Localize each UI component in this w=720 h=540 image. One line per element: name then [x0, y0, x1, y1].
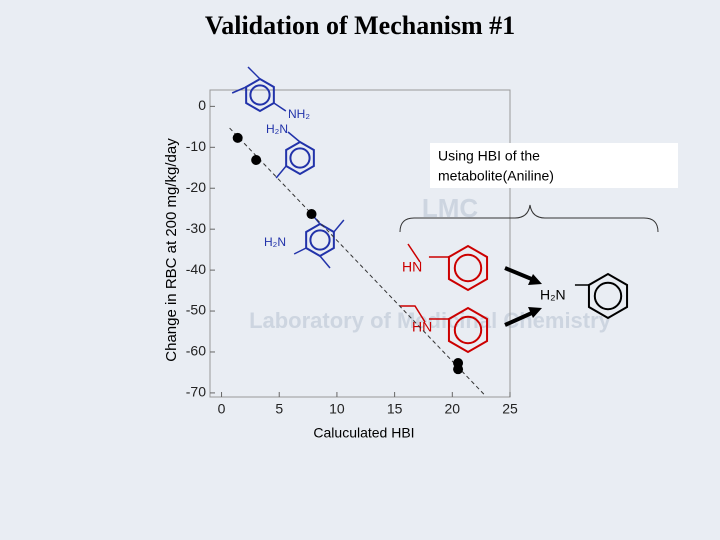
y-axis-label: Change in RBC at 200 mg/kg/day [163, 138, 180, 362]
bond [333, 219, 345, 233]
y-tick-label: -70 [186, 384, 206, 400]
structure-label: HN [402, 259, 422, 275]
y-tick-label: 0 [198, 97, 206, 113]
structure-label: NH₂ [288, 107, 310, 121]
bond [231, 86, 247, 94]
bond [275, 165, 287, 179]
watermark-lab: Laboratory of Medicinal Chemistry [249, 308, 612, 333]
x-tick-label: 10 [329, 401, 345, 417]
bond [293, 247, 307, 255]
aromatic-circle [453, 315, 483, 345]
callout-line: Using HBI of the [438, 148, 540, 164]
bond [319, 255, 331, 269]
trendline [229, 127, 485, 396]
bond [407, 243, 421, 263]
y-tick-label: -40 [186, 261, 206, 277]
x-axis-label: Caluculated HBI [313, 425, 414, 441]
structure-label: H₂N [264, 235, 286, 249]
structure-label: H₂N [540, 287, 566, 303]
x-tick-label: 15 [387, 401, 403, 417]
arrow [504, 266, 535, 282]
aromatic-circle [309, 229, 331, 251]
bond [273, 102, 287, 112]
aromatic-circle [289, 147, 311, 169]
data-point [453, 364, 464, 375]
benzene-ring [285, 140, 315, 176]
bond [247, 66, 261, 80]
aromatic-circle [249, 84, 271, 106]
arrow-head [528, 307, 542, 318]
data-point [232, 132, 243, 143]
x-tick-label: 0 [218, 401, 226, 417]
y-tick-label: -30 [186, 220, 206, 236]
aromatic-circle [453, 253, 483, 283]
structure-label: HN [412, 319, 432, 335]
y-tick-label: -10 [186, 138, 206, 154]
y-tick-label: -20 [186, 179, 206, 195]
callout-box [430, 143, 678, 188]
y-tick-label: -60 [186, 343, 206, 359]
data-point [306, 209, 317, 220]
data-point [251, 154, 262, 165]
x-tick-label: 20 [445, 401, 461, 417]
x-tick-label: 25 [502, 401, 518, 417]
bond [400, 305, 426, 323]
structure-label: H₂N [266, 122, 288, 136]
x-tick-label: 5 [275, 401, 283, 417]
y-tick-label: -50 [186, 302, 206, 318]
arrow [504, 310, 535, 327]
plot-frame [209, 89, 511, 398]
bond [287, 131, 301, 143]
brace [399, 204, 659, 233]
arrow-head [528, 274, 542, 285]
aromatic-circle [593, 281, 623, 311]
slide-title: Validation of Mechanism #1 [205, 11, 515, 40]
callout-line: metabolite(Aniline) [438, 168, 554, 184]
